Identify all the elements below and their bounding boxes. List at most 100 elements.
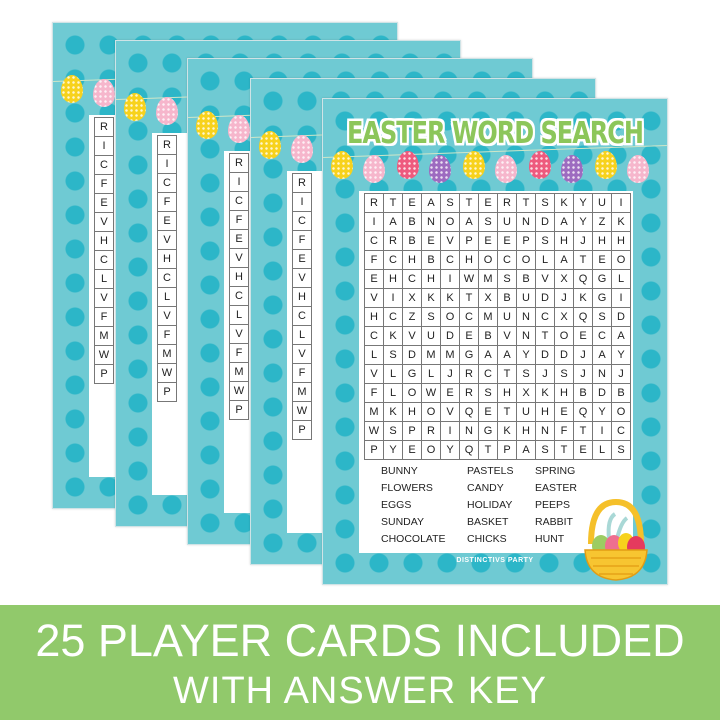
grid-cell: X [554,307,574,327]
grid-cell: R [157,135,177,155]
grid-row: L [157,287,177,307]
grid-row: V [157,230,177,250]
grid-cell: U [497,307,517,327]
grid-cell: C [440,250,460,270]
grid-cell: G [592,269,612,289]
grid-cell: H [611,231,631,251]
grid-row: I [229,172,249,192]
grid-cell: E [592,250,612,270]
grid-row: F [292,230,312,250]
grid-row: E [157,211,177,231]
grid-cell: C [478,364,498,384]
grid-cell: Q [459,440,479,460]
grid-cell: S [478,212,498,232]
grid-row: C [292,211,312,231]
grid-cell: V [497,326,517,346]
grid-cell: A [383,212,403,232]
grid-row: C [94,250,114,270]
grid-cell: F [94,174,114,194]
grid-cell: I [364,212,384,232]
grid-cell: F [157,192,177,212]
grid-cell: D [402,345,422,365]
grid-cell: E [364,269,384,289]
grid-cell: L [292,325,312,345]
grid-cell: P [516,231,536,251]
grid-cell: R [497,193,517,213]
grid-cell: V [535,269,555,289]
grid-row: I [157,154,177,174]
grid-row: P [229,400,249,420]
grid-cell: C [364,231,384,251]
grid-cell: E [573,326,593,346]
grid-row: M [292,382,312,402]
grid-row: P [94,364,114,384]
grid-cell: B [516,269,536,289]
grid-cell: I [229,172,249,192]
grid-row: F [157,192,177,212]
grid-cell: S [535,193,555,213]
grid-cell: W [421,383,441,403]
grid-cell: F [554,421,574,441]
grid-cell: V [440,231,460,251]
grid-cell: Q [573,402,593,422]
grid-row: M [157,344,177,364]
grid-cell: T [573,250,593,270]
grid-cell: B [611,383,631,403]
grid-cell: W [94,345,114,365]
grid-cell: D [440,326,460,346]
grid-cell: E [292,249,312,269]
grid-cell: H [592,231,612,251]
grid-cell: G [592,288,612,308]
grid-cell: A [554,250,574,270]
grid-cell: M [157,344,177,364]
grid-cell: C [94,250,114,270]
grid-row: R [157,135,177,155]
word-item: EASTER [535,482,578,494]
grid-cell: A [611,326,631,346]
grid-cell: J [573,345,593,365]
word-item: FLOWERS [381,482,433,494]
grid-cell: E [497,231,517,251]
grid-row: W [157,363,177,383]
grid-cell: C [611,421,631,441]
grid-cell: M [478,307,498,327]
grid-cell: E [94,193,114,213]
grid-row: V [94,212,114,232]
grid-cell: K [383,326,403,346]
grid-cell: H [157,249,177,269]
grid-row: V [157,306,177,326]
grid-cell: L [383,383,403,403]
grid-cell: S [516,364,536,384]
grid-cell: L [592,440,612,460]
grid-cell: V [229,248,249,268]
grid-cell: O [440,212,460,232]
grid-cell: S [535,440,555,460]
grid-cell: E [402,193,422,213]
grid-row: H [229,267,249,287]
grid-cell: H [516,421,536,441]
grid-cell: B [478,326,498,346]
grid-cell: E [421,231,441,251]
grid-cell: I [611,288,631,308]
grid-cell: V [292,268,312,288]
egg-icon [331,151,353,179]
grid-cell: I [440,269,460,289]
egg-icon [196,111,218,139]
grid-cell: M [292,382,312,402]
grid-cell: I [440,421,460,441]
egg-icon [61,75,83,103]
grid-cell: A [592,345,612,365]
grid-cell: P [364,440,384,460]
grid-row: F [292,363,312,383]
grid-cell: Y [573,212,593,232]
grid-cell: D [535,212,555,232]
word-item: EGGS [381,499,412,511]
grid-cell: M [364,402,384,422]
grid-cell: O [421,440,441,460]
grid-cell: T [497,364,517,384]
grid-cell: U [516,288,536,308]
